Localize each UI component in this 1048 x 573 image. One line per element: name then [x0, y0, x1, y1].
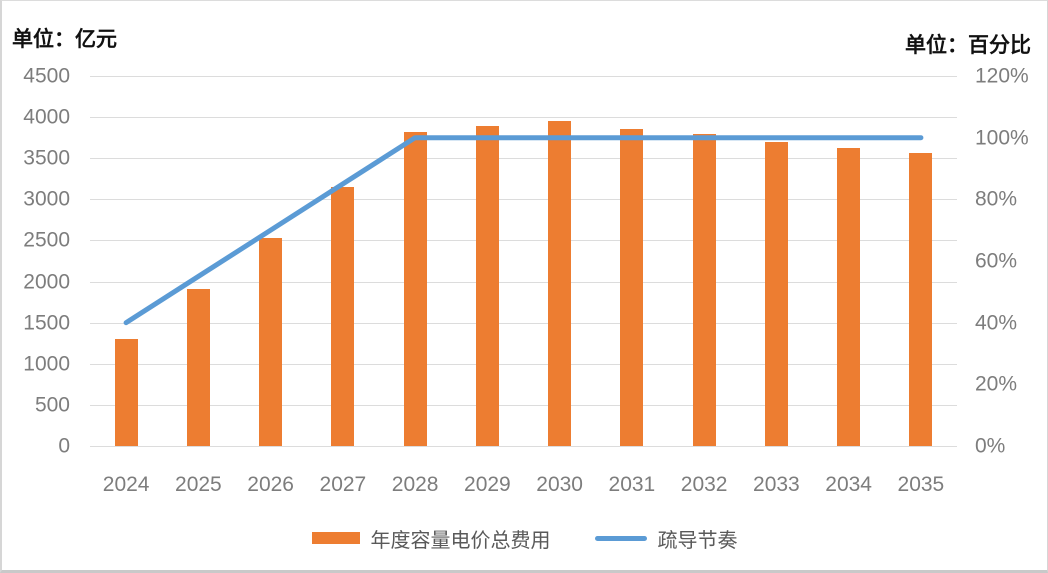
chart-legend: 年度容量电价总费用 疏导节奏	[2, 524, 1047, 552]
right-axis-tick-label: 0%	[975, 434, 1006, 458]
left-axis-tick-label: 1500	[23, 311, 70, 335]
left-axis-tick-label: 4000	[23, 105, 70, 129]
bar-2034	[837, 148, 861, 446]
gridline	[90, 158, 957, 160]
bar-2030	[548, 121, 572, 446]
left-axis-tick-label: 4500	[23, 64, 70, 88]
right-axis-tick-label: 20%	[975, 372, 1018, 396]
gridline	[90, 240, 957, 242]
gridline	[90, 446, 957, 447]
x-axis-tick-label: 2024	[102, 473, 150, 496]
right-axis-unit-title: 单位：百分比	[905, 34, 1031, 57]
line-series	[123, 135, 924, 326]
left-axis-tick-label: 1000	[23, 352, 70, 376]
x-axis-tick-label: 2035	[897, 473, 945, 496]
gridline	[90, 76, 957, 77]
right-axis-tick-label: 40%	[975, 311, 1018, 335]
bar-2035	[909, 153, 933, 446]
legend-item-bar-series: 年度容量电价总费用	[311, 524, 551, 553]
bar-2033	[764, 141, 788, 446]
gridline	[90, 404, 957, 406]
x-axis-tick-label: 2031	[608, 473, 656, 496]
x-axis-tick-label: 2034	[825, 473, 872, 496]
gridline	[90, 117, 957, 119]
left-axis-tick-label: 500	[34, 393, 70, 417]
left-axis-unit-title: 单位：亿元	[12, 28, 117, 51]
x-axis-tick-label: 2028	[391, 473, 439, 496]
x-axis-tick-label: 2033	[753, 473, 800, 496]
left-axis-tick-label: 3000	[23, 187, 70, 211]
line-series-swatch-icon	[594, 535, 647, 541]
bar-2026	[259, 237, 283, 446]
bar-2024	[114, 339, 138, 446]
bar-2028	[403, 131, 427, 446]
legend-label: 疏导节奏	[657, 529, 738, 552]
gridline	[90, 363, 957, 365]
left-axis-tick-label: 2000	[23, 270, 70, 294]
gridline	[90, 322, 957, 324]
x-axis-tick-label: 2032	[680, 473, 728, 496]
legend-label: 年度容量电价总费用	[370, 529, 551, 552]
right-axis-tick-label: 120%	[975, 64, 1029, 88]
bar-2027	[331, 187, 355, 446]
gridline	[90, 281, 957, 283]
x-axis-tick-label: 2026	[247, 473, 294, 496]
right-axis-tick-label: 80%	[975, 187, 1018, 211]
bar-2029	[475, 126, 499, 446]
left-axis-tick-label: 2500	[23, 228, 70, 252]
x-axis-tick-label: 2025	[175, 473, 222, 496]
bar-2031	[620, 128, 644, 446]
x-axis-tick-label: 2027	[319, 473, 367, 496]
line-series-path	[123, 135, 924, 326]
left-axis-tick-label: 0	[58, 434, 70, 458]
bar-2032	[692, 133, 716, 446]
legend-item-line-series: 疏导节奏	[594, 524, 738, 553]
left-axis-tick-label: 3500	[23, 146, 70, 170]
bar-series-swatch-icon	[311, 532, 360, 544]
x-axis-tick-label: 2030	[536, 473, 583, 496]
right-axis-tick-label: 60%	[975, 249, 1018, 273]
gridline	[90, 199, 957, 201]
x-axis-tick-label: 2029	[464, 473, 511, 496]
right-axis-tick-label: 100%	[975, 126, 1029, 150]
bar-2025	[186, 288, 210, 446]
